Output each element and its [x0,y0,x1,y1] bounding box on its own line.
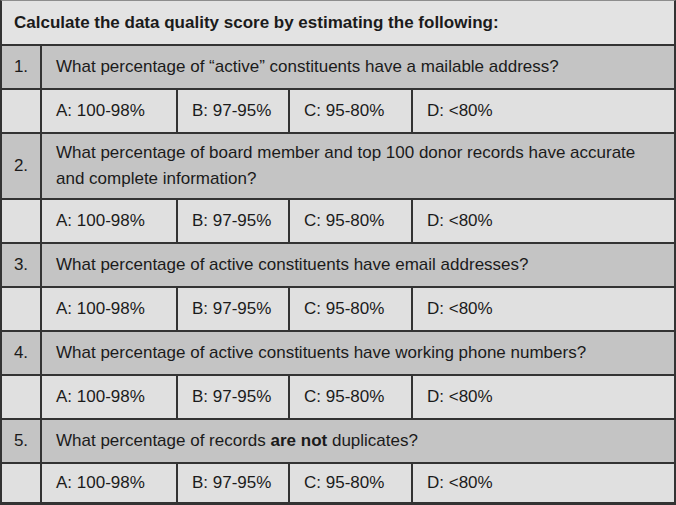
answer-option-d: D: <80% [413,90,674,132]
answer-option-a: A: 100-98% [42,200,178,242]
question-text-pre: What percentage of active constituents h… [56,340,586,366]
question-text: What percentage of active constituents h… [42,332,674,374]
question-text-pre: What percentage of records [56,428,271,454]
answer-option-d: D: <80% [413,376,674,418]
table-title-row: Calculate the data quality score by esti… [2,1,674,44]
table-title: Calculate the data quality score by esti… [14,13,499,33]
question-row-1: 1. What percentage of “active” constitue… [2,44,674,88]
question-text-pre: What percentage of board member and top … [56,140,662,192]
answer-option-d: D: <80% [413,464,674,502]
question-text: What percentage of records are not dupli… [42,420,674,462]
answer-option-a: A: 100-98% [42,464,178,502]
answer-option-b: B: 97-95% [178,376,290,418]
question-row-5: 5. What percentage of records are not du… [2,418,674,462]
question-number: 3. [2,244,42,286]
answer-option-d: D: <80% [413,200,674,242]
answer-option-a: A: 100-98% [42,288,178,330]
question-text-pre: What percentage of active constituents h… [56,252,529,278]
answer-number-spacer [2,288,42,330]
answer-option-a: A: 100-98% [42,90,178,132]
question-row-3: 3. What percentage of active constituent… [2,242,674,286]
answer-option-c: C: 95-80% [290,200,413,242]
question-text: What percentage of active constituents h… [42,244,674,286]
question-row-2: 2. What percentage of board member and t… [2,132,674,198]
question-text-post: duplicates? [327,428,418,454]
question-text: What percentage of board member and top … [42,134,674,198]
answer-row-4: A: 100-98% B: 97-95% C: 95-80% D: <80% [2,374,674,418]
answer-option-b: B: 97-95% [178,464,290,502]
answer-number-spacer [2,376,42,418]
answer-row-3: A: 100-98% B: 97-95% C: 95-80% D: <80% [2,286,674,330]
question-text-bold: are not [271,428,328,454]
answer-option-c: C: 95-80% [290,376,413,418]
answer-option-b: B: 97-95% [178,288,290,330]
answer-row-2: A: 100-98% B: 97-95% C: 95-80% D: <80% [2,198,674,242]
answer-number-spacer [2,200,42,242]
answer-option-c: C: 95-80% [290,288,413,330]
answer-option-c: C: 95-80% [290,464,413,502]
question-text: What percentage of “active” constituents… [42,46,674,88]
answer-option-b: B: 97-95% [178,90,290,132]
answer-row-1: A: 100-98% B: 97-95% C: 95-80% D: <80% [2,88,674,132]
answer-number-spacer [2,90,42,132]
answer-row-5: A: 100-98% B: 97-95% C: 95-80% D: <80% [2,462,674,502]
question-text-pre: What percentage of “active” constituents… [56,54,559,80]
answer-number-spacer [2,464,42,502]
answer-option-b: B: 97-95% [178,200,290,242]
question-number: 2. [2,134,42,198]
answer-option-d: D: <80% [413,288,674,330]
question-number: 4. [2,332,42,374]
data-quality-score-table: Calculate the data quality score by esti… [0,0,676,505]
question-number: 5. [2,420,42,462]
question-number: 1. [2,46,42,88]
answer-option-c: C: 95-80% [290,90,413,132]
answer-option-a: A: 100-98% [42,376,178,418]
question-row-4: 4. What percentage of active constituent… [2,330,674,374]
